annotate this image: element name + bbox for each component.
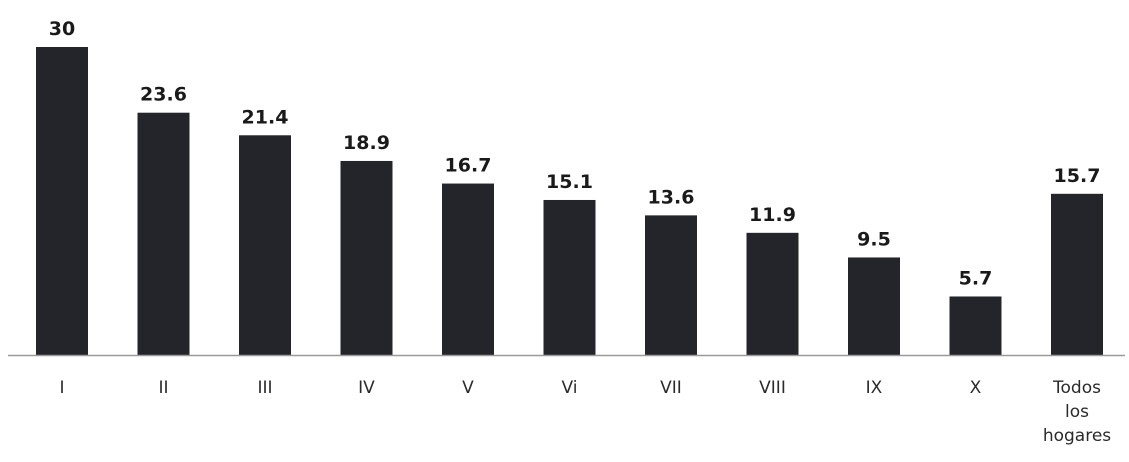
bar-8 (746, 232, 799, 355)
bar-2 (137, 112, 190, 355)
category-label-line: los (1065, 402, 1089, 422)
category-label-line: II (158, 378, 168, 398)
bar-10 (949, 296, 1002, 355)
category-labels-group: I II III IV V Vi VII VIII IX X Todos los hogares (59, 378, 1111, 446)
value-label-6: 15.1 (546, 171, 593, 193)
value-label-11: 15.7 (1054, 165, 1101, 187)
category-label-8: VIII (759, 378, 786, 398)
category-label-line: V (462, 378, 474, 398)
category-label-4: IV (358, 378, 375, 398)
bar-7 (645, 215, 697, 355)
category-label-line: IV (358, 378, 375, 398)
bar-5 (442, 183, 494, 355)
value-labels-group: 30 23.6 21.4 18.9 16.7 15.1 13.6 11.9 9.5 5.7 15.7 (49, 18, 1101, 289)
category-label-10: X (970, 378, 982, 398)
value-label-10: 5.7 (959, 267, 993, 289)
bar-1 (36, 47, 88, 355)
category-label-line: Todos (1052, 378, 1101, 398)
value-label-9: 9.5 (857, 228, 891, 250)
bar-6 (543, 199, 596, 355)
bars-group (36, 47, 1103, 355)
category-label-3: III (257, 378, 272, 398)
category-label-line: X (970, 378, 982, 398)
category-label-9: IX (866, 378, 883, 398)
category-label-2: II (158, 378, 168, 398)
category-label-line: VIII (759, 378, 786, 398)
category-label-5: V (462, 378, 474, 398)
value-label-2: 23.6 (140, 84, 187, 106)
bar-9 (848, 257, 900, 355)
value-label-7: 13.6 (648, 186, 695, 208)
category-label-11: Todos los hogares (1043, 378, 1111, 446)
category-label-line: Vi (562, 378, 578, 398)
category-label-line: hogares (1043, 426, 1111, 446)
category-label-1: I (59, 378, 64, 398)
bar-3 (239, 135, 291, 355)
category-label-7: VII (660, 378, 682, 398)
category-label-line: VII (660, 378, 682, 398)
category-label-6: Vi (562, 378, 578, 398)
value-label-5: 16.7 (445, 155, 492, 177)
category-label-line: III (257, 378, 272, 398)
bar-4 (340, 160, 393, 355)
value-label-4: 18.9 (343, 132, 390, 154)
value-label-1: 30 (49, 18, 75, 40)
category-label-line: IX (866, 378, 883, 398)
value-label-3: 21.4 (242, 106, 289, 128)
bar-11 (1051, 193, 1103, 355)
value-label-8: 11.9 (749, 204, 796, 226)
category-label-line: I (59, 378, 64, 398)
